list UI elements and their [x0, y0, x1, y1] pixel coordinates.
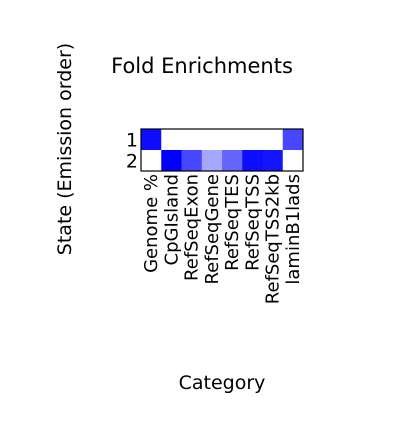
heatmap-cell [222, 150, 243, 172]
heatmap-cell [282, 129, 304, 151]
heatmap-cells [141, 129, 304, 172]
heatmap-cell [242, 150, 263, 172]
heatmap-cell [262, 129, 284, 151]
x-tick-label: RefSeqExon [182, 174, 203, 281]
heatmap-cell [262, 150, 284, 172]
x-tick-labels: Genome % CpGIsland RefSeqExon RefSeqGene Ref… [141, 174, 304, 304]
y-tick-label: 2 [126, 151, 138, 173]
heatmap-cell [282, 150, 304, 172]
heatmap-cell [201, 150, 223, 172]
heatmap-cell [201, 129, 223, 151]
x-axis-label: Category [179, 372, 266, 394]
heatmap-frame [140, 128, 304, 172]
chart-title: Fold Enrichments [111, 54, 293, 78]
x-tick-label: RefSeqTSS [242, 174, 263, 271]
x-tick-label: RefSeqTSS2kb [263, 174, 284, 304]
heatmap-cell [181, 129, 203, 151]
y-axis-label: State (Emission order) [54, 43, 76, 255]
y-tick-label: 1 [126, 130, 138, 152]
x-tick-label: RefSeqGene [202, 174, 223, 285]
x-tick-label: RefSeqTES [222, 174, 243, 271]
heatmap-cell [161, 129, 182, 151]
heatmap-cell [181, 150, 203, 172]
heatmap-cell [161, 150, 182, 172]
heatmap-cell [141, 129, 162, 151]
x-tick-label: Genome % [141, 174, 162, 273]
heatmap-cell [222, 129, 243, 151]
x-tick-label: CpGIsland [161, 174, 182, 266]
heatmap-cell [141, 150, 162, 172]
x-tick-label: laminB1lads [283, 174, 304, 285]
heatmap-cell [242, 129, 263, 151]
y-tick-labels: 12 [126, 130, 138, 173]
